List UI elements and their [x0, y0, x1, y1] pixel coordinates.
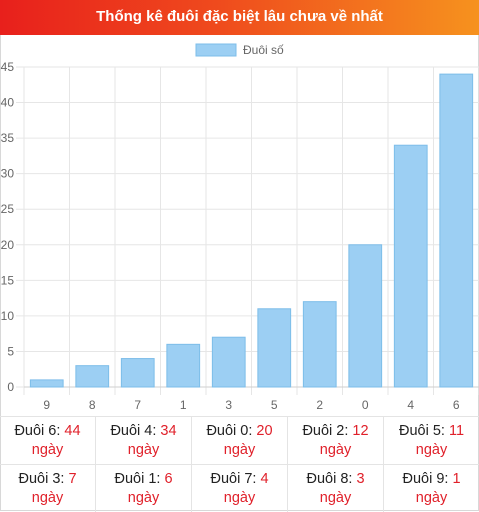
summary-cell: Đuôi 1: 6 ngày	[95, 465, 191, 512]
summary-table: Đuôi 6: 44 ngày Đuôi 4: 34 ngày Đuôi 0: …	[0, 416, 479, 512]
days-count: 7	[68, 471, 77, 487]
tail-label: Đuôi 4:	[110, 423, 157, 439]
summary-cell: Đuôi 0: 20 ngày	[191, 417, 287, 464]
x-tick-label: 2	[316, 398, 323, 412]
y-tick-label: 5	[7, 344, 14, 358]
bar-tail-3	[211, 336, 246, 388]
tail-label: Đuôi 6:	[14, 423, 61, 439]
y-tick-label: 45	[1, 60, 15, 74]
x-tick-label: 4	[407, 398, 414, 412]
tail-label: Đuôi 5:	[398, 423, 445, 439]
y-axis-ticks: 0 5 10 15 20 25 30 35 40 45	[1, 60, 15, 394]
y-tick-label: 20	[1, 238, 15, 252]
days-unit: ngày	[223, 442, 256, 458]
days-count: 6	[164, 471, 173, 487]
days-unit: ngày	[319, 442, 352, 458]
page-title: Thống kê đuôi đặc biệt lâu chưa về nhất	[0, 0, 479, 35]
bar-tail-5	[257, 308, 292, 388]
days-count: 34	[160, 423, 177, 439]
x-tick-label: 3	[225, 398, 232, 412]
days-unit: ngày	[415, 442, 448, 458]
legend-swatch	[195, 43, 237, 57]
y-tick-label: 15	[1, 273, 15, 287]
bar-tail-7	[120, 358, 155, 388]
y-tick-label: 10	[1, 309, 15, 323]
y-tick-label: 30	[1, 167, 15, 181]
x-tick-label: 9	[43, 398, 50, 412]
days-unit: ngày	[31, 490, 64, 506]
summary-cell: Đuôi 6: 44 ngày	[0, 417, 95, 464]
legend-label: Đuôi số	[243, 43, 284, 57]
days-count: 1	[452, 471, 461, 487]
summary-cell: Đuôi 5: 11 ngày	[383, 417, 479, 464]
y-tick-label: 40	[1, 96, 15, 110]
bar-tail-8	[75, 365, 110, 388]
summary-cell: Đuôi 9: 1 ngày	[383, 465, 479, 512]
y-tick-label: 25	[1, 202, 15, 216]
tail-label: Đuôi 3:	[18, 471, 65, 487]
x-tick-label: 5	[271, 398, 278, 412]
x-axis-ticks: 9 8 7 1 3 5 2 0 4 6	[43, 398, 460, 412]
days-count: 12	[352, 423, 369, 439]
days-count: 11	[448, 423, 465, 439]
summary-cell: Đuôi 2: 12 ngày	[287, 417, 383, 464]
days-count: 44	[64, 423, 81, 439]
y-tick-label: 35	[1, 131, 15, 145]
summary-cell: Đuôi 3: 7 ngày	[0, 465, 95, 512]
summary-row: Đuôi 3: 7 ngày Đuôi 1: 6 ngày Đuôi 7: 4 …	[0, 464, 479, 512]
days-unit: ngày	[223, 490, 256, 506]
days-unit: ngày	[127, 442, 160, 458]
x-tick-label: 0	[362, 398, 369, 412]
summary-cell: Đuôi 8: 3 ngày	[287, 465, 383, 512]
tail-label: Đuôi 2:	[302, 423, 349, 439]
bar-tail-6	[439, 73, 474, 388]
tail-label: Đuôi 7:	[210, 471, 257, 487]
summary-cell: Đuôi 4: 34 ngày	[95, 417, 191, 464]
x-tick-label: 6	[453, 398, 460, 412]
x-tick-label: 8	[89, 398, 96, 412]
bar-tail-1	[166, 343, 201, 388]
tail-label: Đuôi 0:	[206, 423, 253, 439]
tail-label: Đuôi 1:	[114, 471, 161, 487]
bar-tail-9	[29, 379, 64, 388]
tail-label: Đuôi 9:	[402, 471, 449, 487]
y-tick-label: 0	[7, 380, 14, 394]
summary-cell: Đuôi 7: 4 ngày	[191, 465, 287, 512]
days-unit: ngày	[127, 490, 160, 506]
summary-row: Đuôi 6: 44 ngày Đuôi 4: 34 ngày Đuôi 0: …	[0, 416, 479, 464]
days-count: 20	[256, 423, 273, 439]
days-count: 3	[356, 471, 365, 487]
x-tick-label: 1	[180, 398, 187, 412]
bar-tail-2	[302, 301, 337, 388]
chart-legend: Đuôi số	[195, 43, 284, 57]
days-unit: ngày	[31, 442, 64, 458]
days-count: 4	[260, 471, 269, 487]
bar-tail-0	[348, 244, 383, 388]
tail-label: Đuôi 8:	[306, 471, 353, 487]
days-unit: ngày	[319, 490, 352, 506]
chart-bars	[29, 73, 474, 388]
days-unit: ngày	[415, 490, 448, 506]
x-tick-label: 7	[134, 398, 141, 412]
bar-tail-4	[393, 144, 428, 388]
